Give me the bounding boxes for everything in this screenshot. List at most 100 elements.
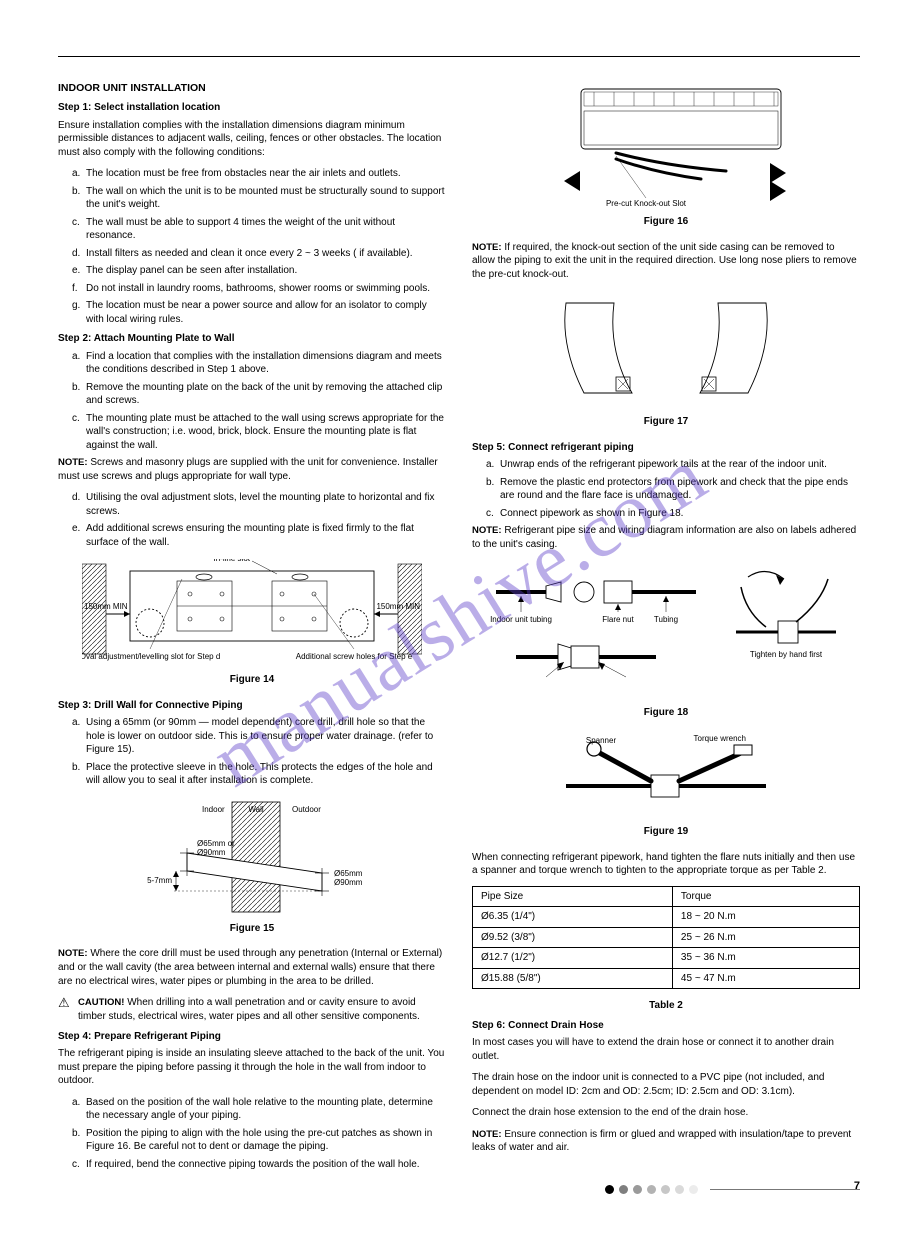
fig14-label-additional: Additional screw holes for Step e	[296, 652, 413, 661]
note-label: NOTE:	[472, 1129, 502, 1140]
step6-p2: The drain hose on the indoor unit is con…	[472, 1071, 860, 1098]
warning-icon: ⚠	[58, 996, 72, 1009]
dot-icon	[619, 1185, 628, 1194]
section-indoor-install: INDOOR UNIT INSTALLATION	[58, 81, 446, 95]
step6-p1: In most cases you will have to extend th…	[472, 1036, 860, 1063]
step2-list-a: Find a location that complies with the i…	[58, 350, 446, 453]
two-column-layout: INDOOR UNIT INSTALLATION Step 1: Select …	[58, 71, 860, 1175]
dot-icon	[689, 1185, 698, 1194]
caution-head: CAUTION!	[78, 997, 124, 1008]
figure-19: Spanner Torque wrench Figure 19	[472, 731, 860, 839]
fig19-spanner: Spanner	[586, 736, 617, 745]
figure-17: Figure 17	[472, 291, 860, 429]
list-item: The wall must be able to support 4 times…	[72, 216, 446, 243]
note-label: NOTE:	[472, 525, 502, 536]
table-head-pipe: Pipe Size	[473, 886, 673, 907]
step6-heading: Step 6: Connect Drain Hose	[472, 1019, 860, 1033]
footer-dots	[605, 1185, 698, 1194]
fig18-hand: Tighten by hand first	[750, 650, 823, 659]
fig17-caption: Figure 17	[472, 415, 860, 429]
step4-heading: Step 4: Prepare Refrigerant Piping	[58, 1030, 446, 1044]
list-item: The location must be near a power source…	[72, 299, 446, 326]
fig14-caption: Figure 14	[58, 673, 446, 687]
figure-14: In-line slot 150mm MIN 150mm MIN Oval ad…	[58, 559, 446, 687]
table-head-torque: Torque	[672, 886, 859, 907]
list-item: If required, bend the connective piping …	[72, 1158, 446, 1172]
list-item: Place the protective sleeve in the hole.…	[72, 761, 446, 788]
fig18-l2: Flare nut	[602, 615, 634, 624]
step5-list: Unwrap ends of the refrigerant pipework …	[472, 458, 860, 520]
torque-text: When connecting refrigerant pipework, ha…	[472, 851, 860, 878]
fig16-slot-label: Pre-cut Knock-out Slot	[606, 199, 687, 208]
fig19-caption: Figure 19	[472, 825, 860, 839]
caution-text: CAUTION! When drilling into a wall penet…	[78, 996, 446, 1023]
fig14-label-oval: Oval adjustment/levelling slot for Step …	[82, 652, 220, 661]
note-body: If required, the knock-out section of th…	[472, 242, 857, 280]
torque-table: Pipe Size Torque Ø6.35 (1/4")18 ~ 20 N.m…	[472, 886, 860, 990]
list-item: Unwrap ends of the refrigerant pipework …	[486, 458, 860, 472]
list-item: Remove the plastic end protectors from p…	[486, 476, 860, 503]
fig15-dia-l: Ø65mm orØ90mm	[197, 839, 235, 857]
step1-heading: Step 1: Select installation location	[58, 101, 446, 115]
note-label: NOTE:	[472, 242, 502, 253]
list-item: Add additional screws ensuring the mount…	[72, 522, 446, 549]
fig15-caption: Figure 15	[58, 922, 446, 936]
list-item: Position the piping to align with the ho…	[72, 1127, 446, 1154]
fig15-outdoor: Outdoor	[292, 805, 321, 814]
fig15-indoor: Indoor	[202, 805, 225, 814]
step2-heading: Step 2: Attach Mounting Plate to Wall	[58, 332, 446, 346]
caution-body: When drilling into a wall penetration an…	[78, 997, 420, 1022]
list-item: Remove the mounting plate on the back of…	[72, 381, 446, 408]
step2-note: NOTE: Screws and masonry plugs are suppl…	[58, 456, 446, 483]
fig18-l1: Indoor unit tubing	[490, 615, 552, 624]
fig14-label-min-l: 150mm MIN	[84, 602, 128, 611]
list-item: Connect pipework as shown in Figure 18.	[486, 507, 860, 521]
page-footer	[58, 1185, 860, 1194]
figure-15: 5-7mm Ø65mm orØ90mm Ø65mm orØ90mm Indoor…	[58, 798, 446, 936]
step3-note: NOTE: Where the core drill must be used …	[58, 947, 446, 988]
list-item: The mounting plate must be attached to t…	[72, 412, 446, 453]
step1-list: The location must be free from obstacles…	[58, 167, 446, 326]
step4-intro: The refrigerant piping is inside an insu…	[58, 1047, 446, 1088]
list-item: Install filters as needed and clean it o…	[72, 247, 446, 261]
fig18-l3: Tubing	[654, 615, 678, 624]
list-item: The display panel can be seen after inst…	[72, 264, 446, 278]
fig15-wall: Wall	[248, 805, 263, 814]
step1-intro: Ensure installation complies with the in…	[58, 119, 446, 160]
step4-list: Based on the position of the wall hole r…	[58, 1096, 446, 1172]
step5-note: NOTE: Refrigerant pipe size and wiring d…	[472, 524, 860, 551]
table-row: Ø9.52 (3/8")25 ~ 26 N.m	[473, 927, 860, 948]
step2-list-b: Utilising the oval adjustment slots, lev…	[58, 491, 446, 549]
note-label: NOTE:	[58, 948, 88, 959]
list-item: The wall on which the unit is to be moun…	[72, 185, 446, 212]
caution-block: ⚠ CAUTION! When drilling into a wall pen…	[58, 996, 446, 1023]
top-rule	[58, 56, 860, 57]
list-item: Based on the position of the wall hole r…	[72, 1096, 446, 1123]
figure-16: Pre-cut Knock-out Slot Figure 16	[472, 81, 860, 229]
svg-text:Ø65mm orØ90mm: Ø65mm orØ90mm	[334, 869, 362, 887]
list-item: Do not install in laundry rooms, bathroo…	[72, 282, 446, 296]
note-body: Ensure connection is firm or glued and w…	[472, 1129, 851, 1154]
note-label: NOTE:	[58, 457, 88, 468]
right-column: Pre-cut Knock-out Slot Figure 16 NOTE: I…	[472, 71, 860, 1175]
fig16-caption: Figure 16	[472, 215, 860, 229]
dot-icon	[661, 1185, 670, 1194]
list-item: Using a 65mm (or 90mm — model dependent)…	[72, 716, 446, 757]
dot-icon	[675, 1185, 684, 1194]
fig16-note: NOTE: If required, the knock-out section…	[472, 241, 860, 282]
fig18-caption: Figure 18	[472, 706, 860, 720]
step6-p3: Connect the drain hose extension to the …	[472, 1106, 860, 1120]
table2-caption: Table 2	[472, 999, 860, 1013]
left-column: INDOOR UNIT INSTALLATION Step 1: Select …	[58, 71, 446, 1175]
fig14-label-min-r: 150mm MIN	[376, 602, 420, 611]
table-row: Ø15.88 (5/8")45 ~ 47 N.m	[473, 968, 860, 989]
fig15-drop: 5-7mm	[147, 876, 172, 885]
fig14-label-inline: In-line slot	[214, 559, 251, 563]
fig19-torque: Torque wrench	[694, 734, 746, 743]
list-item: The location must be free from obstacles…	[72, 167, 446, 181]
figure-18: Indoor unit tubing Flare nut Tubing	[472, 562, 860, 720]
footer-rule	[710, 1189, 860, 1190]
note-body: Where the core drill must be used throug…	[58, 948, 442, 986]
step3-heading: Step 3: Drill Wall for Connective Piping	[58, 699, 446, 713]
step5-heading: Step 5: Connect refrigerant piping	[472, 441, 860, 455]
